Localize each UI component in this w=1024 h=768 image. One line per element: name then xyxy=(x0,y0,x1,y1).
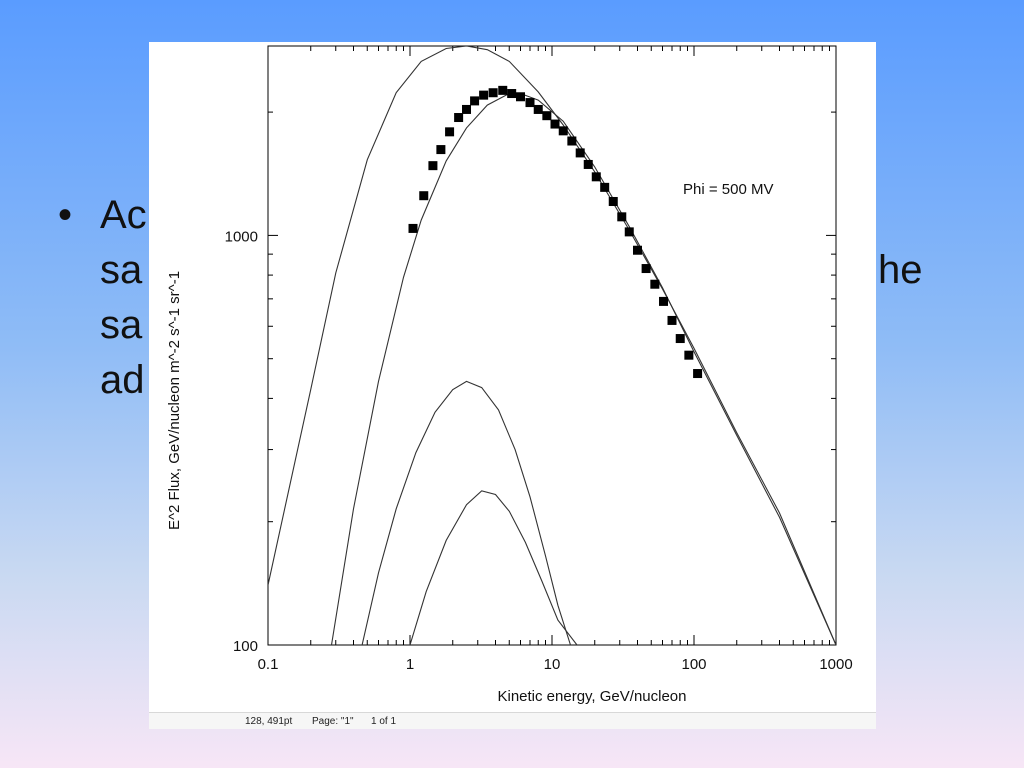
slide-bullet-text: • Ac sa he sa ad xyxy=(58,188,958,408)
data-point-marker xyxy=(591,172,601,182)
data-point-marker xyxy=(608,196,618,206)
x-tick-label: 10 xyxy=(544,656,561,673)
data-point-marker xyxy=(507,89,517,99)
data-point-marker xyxy=(462,104,472,114)
x-tick-label: 100 xyxy=(681,656,706,673)
flux-spectrum-chart: 0.1 1 10 100 1000 100 1000 Kinetic energy, GeV/… xyxy=(166,45,853,705)
data-point-marker xyxy=(558,126,568,136)
x-tick-label: 1000 xyxy=(819,656,852,673)
bullet-line-1: Ac xyxy=(100,193,147,237)
data-point-marker xyxy=(408,223,418,233)
series-line-4 xyxy=(409,490,578,645)
data-point-marker xyxy=(515,92,525,102)
data-point-marker xyxy=(600,182,610,192)
bullet-line-2: sa xyxy=(100,248,143,292)
x-tick-label: 1 xyxy=(406,656,414,673)
y-axis-label: E^2 Flux, GeV/nucleon m^-2 s^-1 sr^-1 xyxy=(166,271,183,530)
bullet-line-3: sa xyxy=(100,303,143,347)
data-point-marker xyxy=(617,212,627,222)
page-count: 1 of 1 xyxy=(371,716,397,727)
data-point-marker xyxy=(650,279,660,289)
data-point-marker xyxy=(684,350,694,360)
data-point-marker xyxy=(542,111,552,121)
data-point-marker xyxy=(470,96,480,106)
series-line-2 xyxy=(330,92,836,645)
chart-figure: 0.1 1 10 100 1000 100 1000 Kinetic energy, GeV/… xyxy=(149,42,876,729)
y-tick-label: 100 xyxy=(233,638,258,655)
data-point-marker xyxy=(445,127,455,137)
page-indicator: Page: "1" xyxy=(312,716,354,727)
bullet-line-4: ad xyxy=(100,358,145,402)
data-point-marker xyxy=(498,85,508,95)
data-point-marker xyxy=(659,296,669,306)
data-point-marker xyxy=(454,113,464,123)
data-point-marker xyxy=(533,104,543,114)
data-point-marker xyxy=(436,145,446,155)
x-tick-label: 0.1 xyxy=(258,656,279,673)
cursor-position: 128, 491pt xyxy=(245,716,293,727)
data-point-marker xyxy=(675,334,685,344)
y-tick-label: 1000 xyxy=(225,228,258,245)
data-point-marker xyxy=(624,227,634,237)
data-point-marker xyxy=(488,88,498,98)
data-point-marker xyxy=(575,148,585,158)
data-point-marker xyxy=(550,119,560,129)
data-point-marker xyxy=(419,191,429,201)
data-point-marker xyxy=(667,315,677,325)
series-line-3 xyxy=(361,380,572,645)
series-line-1 xyxy=(268,46,836,645)
phi-annotation: Phi = 500 MV xyxy=(683,181,773,198)
data-point-marker xyxy=(583,159,593,169)
viewer-status-bar: 128, 491pt Page: "1" 1 of 1 xyxy=(149,712,876,729)
data-point-marker xyxy=(641,264,651,274)
plot-frame xyxy=(267,45,837,646)
bullet-line-2-right: he xyxy=(878,248,923,292)
data-point-marker xyxy=(525,98,535,108)
bullet-dot: • xyxy=(58,193,73,237)
data-point-marker xyxy=(428,161,438,171)
x-axis-label: Kinetic energy, GeV/nucleon xyxy=(497,688,686,705)
data-point-marker xyxy=(693,369,703,379)
data-point-marker xyxy=(632,245,642,255)
data-point-marker xyxy=(479,90,489,100)
data-point-marker xyxy=(567,136,577,146)
